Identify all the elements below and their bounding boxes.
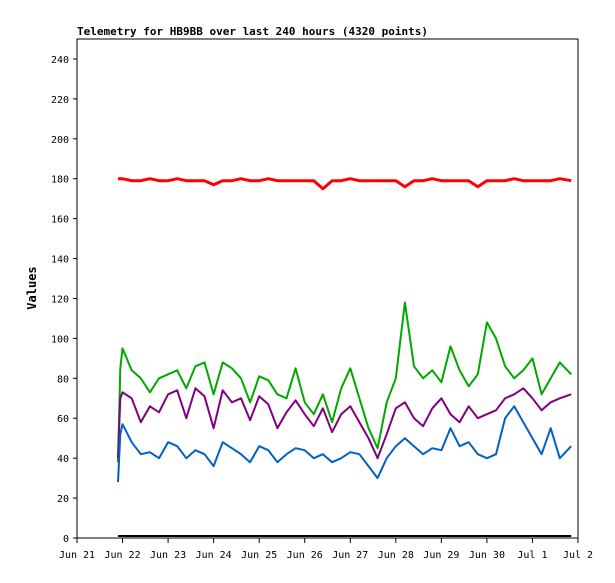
x-tick-label: Jun 24 <box>196 550 232 561</box>
y-tick-label: 60 <box>57 414 69 425</box>
x-tick-label: Jun 25 <box>241 550 277 561</box>
x-tick-label: Jun 26 <box>287 550 323 561</box>
chart-title: Telemetry for HB9BB over last 240 hours … <box>77 25 428 38</box>
x-tick-label: Jun 28 <box>378 550 414 561</box>
y-tick-label: 0 <box>63 534 69 545</box>
x-tick-label: Jun 22 <box>104 550 140 561</box>
y-tick-label: 80 <box>57 374 69 385</box>
series-line <box>117 301 572 463</box>
x-tick-label: Jun 29 <box>423 550 459 561</box>
y-tick-label: 100 <box>51 334 69 345</box>
x-tick-label: Jul 1 <box>517 550 547 561</box>
x-tick-label: Jun 27 <box>332 550 368 561</box>
y-tick-label: 20 <box>57 494 69 505</box>
y-tick-label: 220 <box>51 95 69 106</box>
x-axis: Jun 21 Jun 22 Jun 23 Jun 24 Jun 25 Jun 26 Jun … <box>59 538 593 561</box>
y-axis: 0 20 40 60 80 100 120 140 160 180 200 220 240 <box>51 55 77 545</box>
x-tick-label: Jun 21 <box>59 550 95 561</box>
y-tick-label: 180 <box>51 175 69 186</box>
y-axis-label: Values <box>25 266 39 309</box>
y-tick-label: 140 <box>51 255 69 266</box>
x-tick-label: Jul 2 <box>563 550 593 561</box>
plot-frame <box>76 38 579 539</box>
series-line <box>117 387 572 460</box>
y-tick-label: 120 <box>51 294 69 305</box>
x-tick-label: Jun 23 <box>150 550 186 561</box>
y-tick-label: 160 <box>51 215 69 226</box>
y-tick-label: 200 <box>51 135 69 146</box>
y-tick-label: 40 <box>57 454 69 465</box>
x-tick-label: Jun 30 <box>469 550 505 561</box>
y-tick-label: 240 <box>51 55 69 66</box>
series-line <box>118 177 572 191</box>
series-layer <box>117 177 572 537</box>
series-line <box>117 405 572 483</box>
